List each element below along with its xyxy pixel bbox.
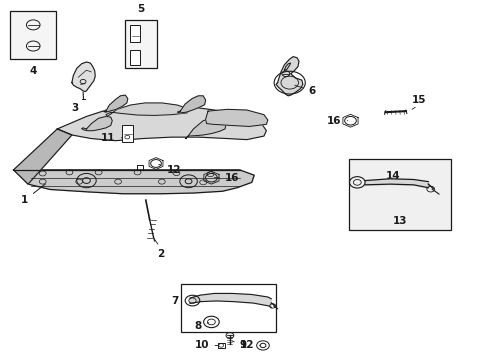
- Text: 11: 11: [101, 133, 124, 143]
- Text: 12: 12: [239, 341, 260, 350]
- Text: 1: 1: [21, 184, 45, 205]
- Text: 14: 14: [373, 171, 399, 181]
- Polygon shape: [205, 109, 267, 126]
- Polygon shape: [185, 117, 225, 139]
- Bar: [125, 20, 157, 68]
- Polygon shape: [284, 63, 290, 70]
- Polygon shape: [106, 103, 190, 117]
- Text: 10: 10: [195, 341, 217, 350]
- Bar: [122, 125, 132, 142]
- Polygon shape: [57, 106, 266, 141]
- Text: 5: 5: [137, 4, 144, 14]
- Text: 4: 4: [29, 66, 37, 76]
- Text: 15: 15: [411, 95, 426, 105]
- Bar: [217, 343, 224, 348]
- Polygon shape: [72, 62, 95, 91]
- Polygon shape: [14, 170, 254, 194]
- Text: 16: 16: [326, 116, 347, 126]
- Bar: [130, 50, 140, 64]
- Polygon shape: [103, 95, 127, 112]
- Bar: [181, 284, 276, 332]
- Text: 3: 3: [72, 103, 79, 113]
- Polygon shape: [14, 129, 72, 184]
- Bar: [10, 12, 56, 59]
- Polygon shape: [190, 293, 271, 308]
- Text: 2: 2: [157, 249, 164, 259]
- Text: 16: 16: [214, 173, 239, 183]
- Text: 13: 13: [392, 216, 407, 226]
- Polygon shape: [81, 117, 112, 131]
- Text: 6: 6: [294, 85, 315, 96]
- Polygon shape: [177, 96, 205, 113]
- Text: 8: 8: [194, 321, 208, 331]
- Bar: [130, 25, 140, 42]
- Text: 9: 9: [232, 341, 246, 350]
- Text: 12: 12: [158, 165, 181, 175]
- Text: 7: 7: [171, 296, 179, 306]
- Polygon shape: [276, 57, 302, 96]
- Bar: [348, 159, 450, 230]
